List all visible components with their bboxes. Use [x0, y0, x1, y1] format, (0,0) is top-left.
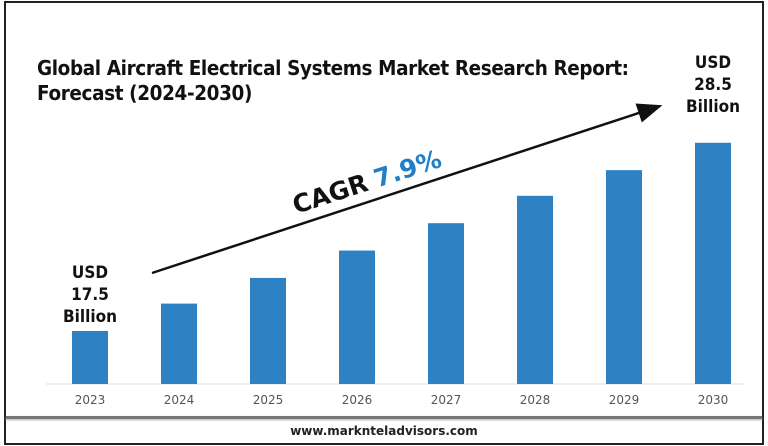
cagr-label: CAGR: [289, 168, 372, 220]
bar-2028: [517, 195, 553, 384]
bar-2024: [161, 303, 197, 384]
bar-2030: [695, 142, 731, 384]
end-label-currency: USD: [694, 53, 732, 73]
cagr-annotation: CAGR7.9%: [289, 144, 445, 219]
end-label-unit: Billion: [685, 97, 741, 117]
bar-2026: [339, 250, 375, 384]
chart-frame: [4, 1, 764, 445]
end-label-value: 28.5: [694, 75, 732, 95]
start-label-value: 17.5: [71, 285, 109, 305]
start-label-unit: Billion: [62, 307, 118, 327]
cagr-value: 7.9%: [370, 144, 445, 193]
cagr-arrow: [151, 103, 663, 275]
x-tick-label: 2030: [698, 393, 729, 407]
x-tick-label: 2027: [431, 393, 462, 407]
x-tick-label: 2029: [609, 393, 640, 407]
x-tick-label: 2024: [164, 393, 195, 407]
end-value-label: USD 28.5 Billion: [679, 52, 747, 118]
chart-title: Global Aircraft Electrical Systems Marke…: [37, 56, 629, 105]
bar-2025: [250, 277, 286, 384]
footer-divider: [6, 416, 762, 419]
footer-website: www.marknteladvisors.com: [290, 424, 478, 438]
x-tick-label: 2025: [253, 393, 284, 407]
start-label-currency: USD: [71, 263, 109, 283]
bar-2029: [606, 170, 642, 384]
x-tick-label: 2023: [75, 393, 106, 407]
start-value-label: USD 17.5 Billion: [56, 262, 124, 328]
bar-2023: [72, 330, 108, 384]
x-tick-label: 2028: [520, 393, 551, 407]
x-tick-label: 2026: [342, 393, 373, 407]
bar-2027: [428, 223, 464, 384]
